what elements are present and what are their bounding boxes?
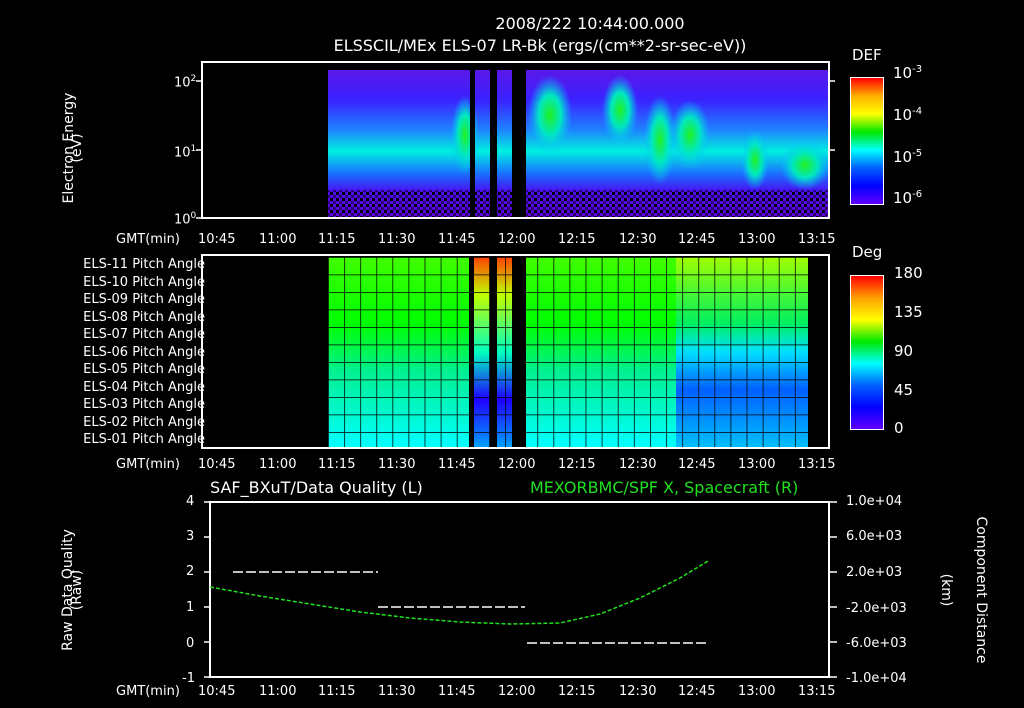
row-label: ELS-09 Pitch Angle [83, 292, 205, 307]
colorbar-deg [850, 275, 884, 430]
colorbar-def [850, 77, 884, 205]
time-tick: 11:15 [318, 684, 356, 699]
time-tick: 12:45 [678, 684, 716, 699]
row-label: ELS-01 Pitch Angle [83, 432, 205, 447]
ytick-left: 2 [186, 564, 195, 579]
deg-tick-180: 180 [894, 264, 923, 282]
row-label: ELS-06 Pitch Angle [83, 344, 205, 360]
time-tick: 12:30 [619, 457, 657, 472]
ytick-1e1: 101 [174, 144, 197, 161]
row-label: ELS-02 Pitch Angle [83, 414, 205, 430]
spf-x-series [209, 560, 709, 625]
time-tick: 12:30 [619, 684, 657, 699]
row-label: ELS-04 Pitch Angle [83, 379, 205, 395]
data-quality-series [233, 571, 708, 644]
time-tick: 12:30 [619, 232, 657, 247]
time-tick: 12:15 [558, 457, 596, 472]
deg-tick-45: 45 [894, 381, 914, 399]
time-axis-label: GMT(min) [116, 232, 180, 247]
ytick-right: 1.0e+04 [846, 494, 903, 509]
time-tick: 11:30 [378, 457, 416, 472]
time-tick: 13:00 [738, 684, 776, 699]
colorbar-deg-title: Deg [852, 243, 883, 261]
time-tick: 11:00 [259, 232, 297, 247]
ytick-right: -1.0e+04 [846, 671, 907, 686]
row-label: ELS-05 Pitch Angle [83, 362, 205, 377]
def-tick-1e-3: 10-3 [893, 64, 923, 82]
time-tick: 12:15 [558, 232, 596, 247]
ytick-left: 3 [186, 529, 195, 544]
ytick-right: 6.0e+03 [846, 529, 903, 544]
ytick-right: 2.0e+03 [846, 565, 903, 580]
colorbar-def-title: DEF [852, 46, 882, 64]
ytick-left: 0 [186, 636, 195, 651]
time-tick: 10:45 [198, 457, 236, 472]
panel3-right-title: MEXORBMC/SPF X, Spacecraft (R) [530, 478, 799, 497]
def-tick-1e-6: 10-6 [893, 189, 923, 207]
time-tick: 11:30 [378, 232, 416, 247]
time-tick: 11:15 [318, 232, 356, 247]
time-tick: 11:30 [378, 684, 416, 699]
time-tick: 11:45 [438, 457, 476, 472]
time-tick: 12:45 [678, 232, 716, 247]
time-tick: 13:15 [798, 457, 836, 472]
ytick-left: -1 [182, 671, 195, 686]
time-tick: 10:45 [198, 684, 236, 699]
ytick-right: -2.0e+03 [846, 601, 907, 616]
time-tick: 12:15 [558, 684, 596, 699]
time-axis-label: GMT(min) [116, 684, 180, 699]
def-tick-1e-5: 10-5 [893, 148, 923, 166]
plot-timestamp: 2008/222 10:44:00.000 [495, 14, 685, 33]
row-label: ELS-11 Pitch Angle [83, 257, 205, 272]
time-tick: 12:00 [498, 232, 536, 247]
time-tick: 11:45 [438, 684, 476, 699]
ytick-left: 1 [186, 600, 195, 615]
time-tick: 13:15 [798, 684, 836, 699]
row-label: ELS-08 Pitch Angle [83, 309, 205, 325]
time-tick: 12:00 [498, 457, 536, 472]
ytick-left: 4 [186, 494, 195, 509]
plot-title: ELSSCIL/MEx ELS-07 LR-Bk (ergs/(cm**2-sr… [333, 36, 747, 55]
time-axis-label: GMT(min) [116, 457, 180, 472]
time-tick: 11:45 [438, 232, 476, 247]
time-tick: 12:00 [498, 684, 536, 699]
deg-tick-0: 0 [894, 419, 904, 437]
def-tick-1e-4: 10-4 [893, 106, 923, 124]
time-tick: 12:45 [678, 457, 716, 472]
time-tick: 11:00 [259, 457, 297, 472]
time-tick: 11:15 [318, 457, 356, 472]
time-tick: 10:45 [198, 232, 236, 247]
panel3-left-title: SAF_BXuT/Data Quality (L) [210, 478, 423, 497]
time-tick: 13:00 [738, 457, 776, 472]
time-tick: 11:00 [259, 684, 297, 699]
row-label: ELS-10 Pitch Angle [83, 274, 205, 290]
ytick-right: -6.0e+03 [846, 636, 907, 651]
time-tick: 13:15 [798, 232, 836, 247]
row-label: ELS-03 Pitch Angle [83, 397, 205, 412]
deg-tick-135: 135 [894, 303, 923, 321]
ytick-1e0: 100 [174, 211, 197, 228]
row-label: ELS-07 Pitch Angle [83, 327, 205, 342]
pitch-row-labels: ELS-11 Pitch Angle ELS-10 Pitch Angle EL… [40, 257, 205, 450]
time-tick: 13:00 [738, 232, 776, 247]
ytick-1e2: 102 [174, 74, 197, 91]
deg-tick-90: 90 [894, 342, 914, 360]
